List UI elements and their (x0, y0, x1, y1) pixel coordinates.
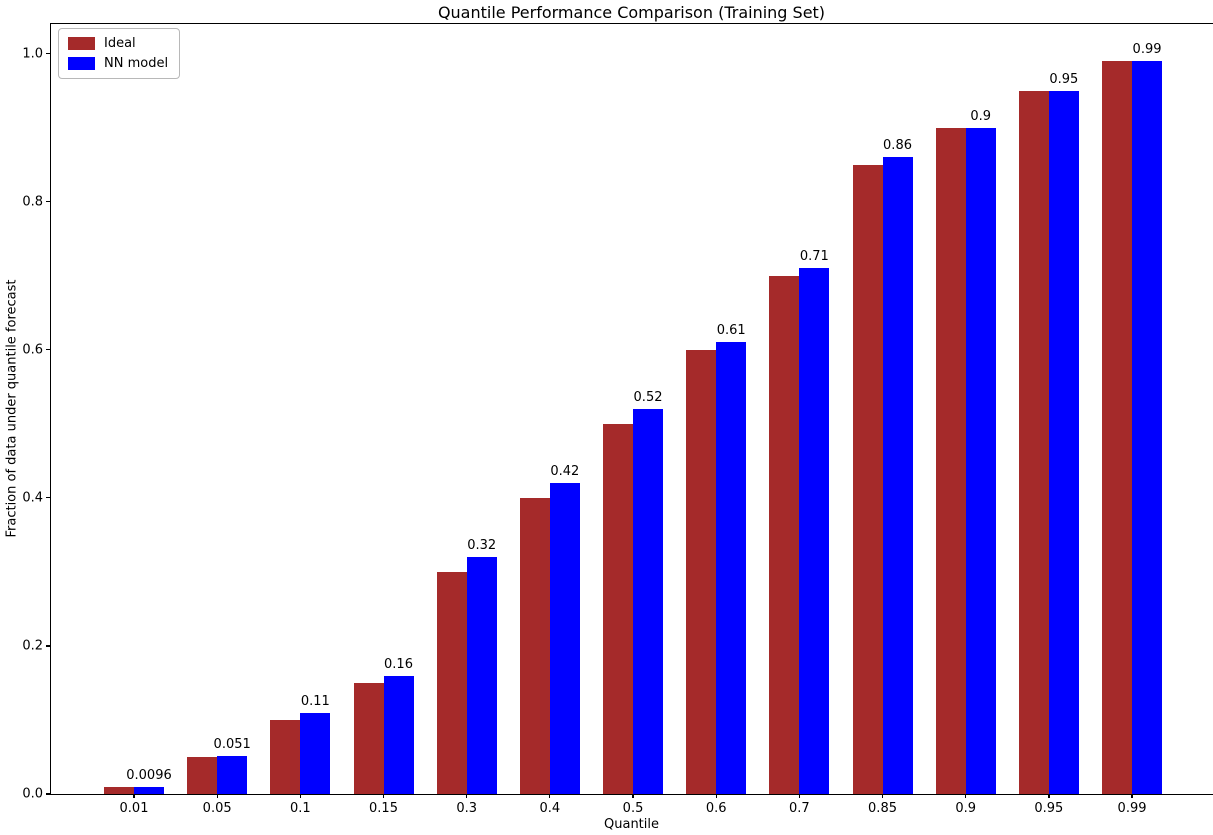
x-tick-mark (549, 794, 551, 798)
ideal-bar (187, 756, 218, 794)
legend-label: NN model (104, 56, 169, 71)
y-tick-label: 0.4 (22, 490, 43, 506)
bar-value-label: 0.051 (213, 737, 251, 753)
y-tick-mark (46, 201, 51, 203)
x-tick-label: 0.99 (1117, 801, 1147, 816)
ideal-bar (852, 164, 883, 794)
y-tick-mark (46, 52, 51, 55)
ideal-bar (769, 275, 800, 794)
ideal-bar (436, 571, 467, 794)
bar-value-label: 0.71 (799, 249, 829, 265)
x-tick-mark (216, 794, 218, 798)
legend: Ideal NN model (58, 28, 181, 79)
bar-value-label: 0.86 (883, 138, 912, 154)
x-tick-mark (382, 794, 385, 798)
y-tick-label: 0.8 (22, 194, 43, 210)
x-tick-mark (1131, 794, 1133, 798)
y-axis-label: Fraction of data under quantile forecast (4, 279, 20, 538)
x-tick-label: 0.1 (289, 801, 311, 816)
x-tick-mark (1048, 794, 1050, 798)
legend-swatch-nn-model (68, 57, 95, 70)
ideal-bar (1018, 90, 1049, 794)
nn-bar (134, 786, 164, 794)
x-tick-label: 0.15 (369, 801, 398, 816)
x-tick-label: 0.85 (868, 801, 897, 816)
legend-item: NN model (68, 56, 168, 71)
y-tick-label: 0.6 (22, 342, 43, 358)
nn-bar (1048, 90, 1079, 794)
x-tick-label: 0.95 (1034, 801, 1064, 816)
bar-value-label: 0.9 (970, 108, 992, 124)
x-tick-mark (299, 794, 301, 798)
x-tick-label: 0.05 (202, 801, 232, 816)
y-tick-mark (46, 349, 51, 351)
bar-value-label: 0.16 (384, 656, 413, 672)
chart-title: Quantile Performance Comparison (Trainin… (437, 3, 826, 22)
y-tick-mark (46, 497, 51, 499)
nn-bar (965, 127, 996, 794)
legend-label: Ideal (104, 36, 136, 51)
x-tick-mark (715, 794, 717, 798)
nn-bar (549, 483, 580, 794)
legend-item: Ideal (68, 36, 168, 51)
ideal-bar (270, 719, 301, 794)
nn-bar (633, 409, 664, 794)
x-tick-mark (965, 794, 967, 798)
nn-bar (217, 756, 248, 794)
nn-bar (716, 342, 747, 794)
y-tick-label: 0.0 (22, 786, 43, 802)
ideal-bar (935, 127, 966, 794)
nn-bar (300, 712, 331, 794)
x-tick-mark (798, 794, 800, 798)
ideal-bar (519, 497, 550, 794)
x-tick-label: 0.6 (705, 801, 727, 816)
y-tick-mark (46, 793, 51, 795)
ideal-bar (353, 682, 384, 794)
x-axis-label: Quantile (604, 817, 659, 832)
x-tick-label: 0.4 (539, 801, 561, 816)
bar-value-label: 0.61 (716, 323, 746, 339)
y-tick-label: 0.2 (22, 638, 43, 654)
nn-bar (799, 268, 830, 794)
x-tick-label: 0.01 (119, 801, 149, 816)
x-tick-mark (466, 794, 468, 798)
x-tick-label: 0.5 (622, 801, 644, 816)
x-tick-label: 0.3 (456, 801, 478, 816)
ideal-bar (104, 786, 134, 794)
ideal-bar (686, 349, 717, 794)
nn-bar (882, 157, 913, 794)
bar-value-label: 0.11 (300, 693, 330, 709)
y-tick-label: 1.0 (22, 46, 43, 62)
bar-value-label: 0.52 (633, 390, 663, 405)
ideal-bar (603, 423, 634, 794)
bar-value-label: 0.42 (550, 464, 580, 480)
x-tick-mark (133, 794, 135, 798)
bar-value-label: 0.32 (467, 538, 497, 554)
x-tick-label: 0.9 (955, 801, 977, 816)
legend-swatch-ideal (68, 37, 95, 50)
x-tick-label: 0.7 (789, 801, 810, 816)
nn-bar (1132, 61, 1163, 794)
nn-bar (383, 675, 414, 794)
y-tick-mark (46, 645, 51, 647)
plot-area: 0.0096 0.01 0.051 0.05 0.11 0.1 0.16 0.15 0.32 0.… (22, 23, 1213, 816)
ideal-bar (1102, 61, 1133, 794)
x-tick-mark (632, 794, 634, 798)
x-tick-mark (881, 794, 884, 798)
nn-bar (466, 557, 497, 794)
bar-value-label: 0.0096 (126, 767, 172, 783)
bar-value-label: 0.99 (1132, 42, 1162, 58)
bar-value-label: 0.95 (1049, 71, 1079, 87)
